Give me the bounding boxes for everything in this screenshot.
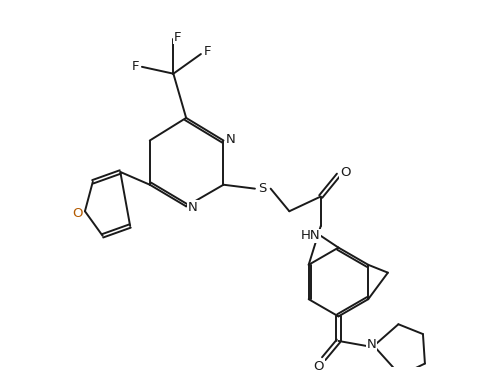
Text: N: N [366,338,376,351]
Text: O: O [313,360,324,373]
Text: F: F [203,45,211,57]
Text: F: F [173,31,181,44]
Text: S: S [258,182,267,195]
Text: N: N [225,133,235,146]
Text: O: O [339,166,350,179]
Text: F: F [131,60,139,73]
Text: N: N [188,201,197,214]
Text: O: O [72,207,82,220]
Text: HN: HN [301,229,320,242]
